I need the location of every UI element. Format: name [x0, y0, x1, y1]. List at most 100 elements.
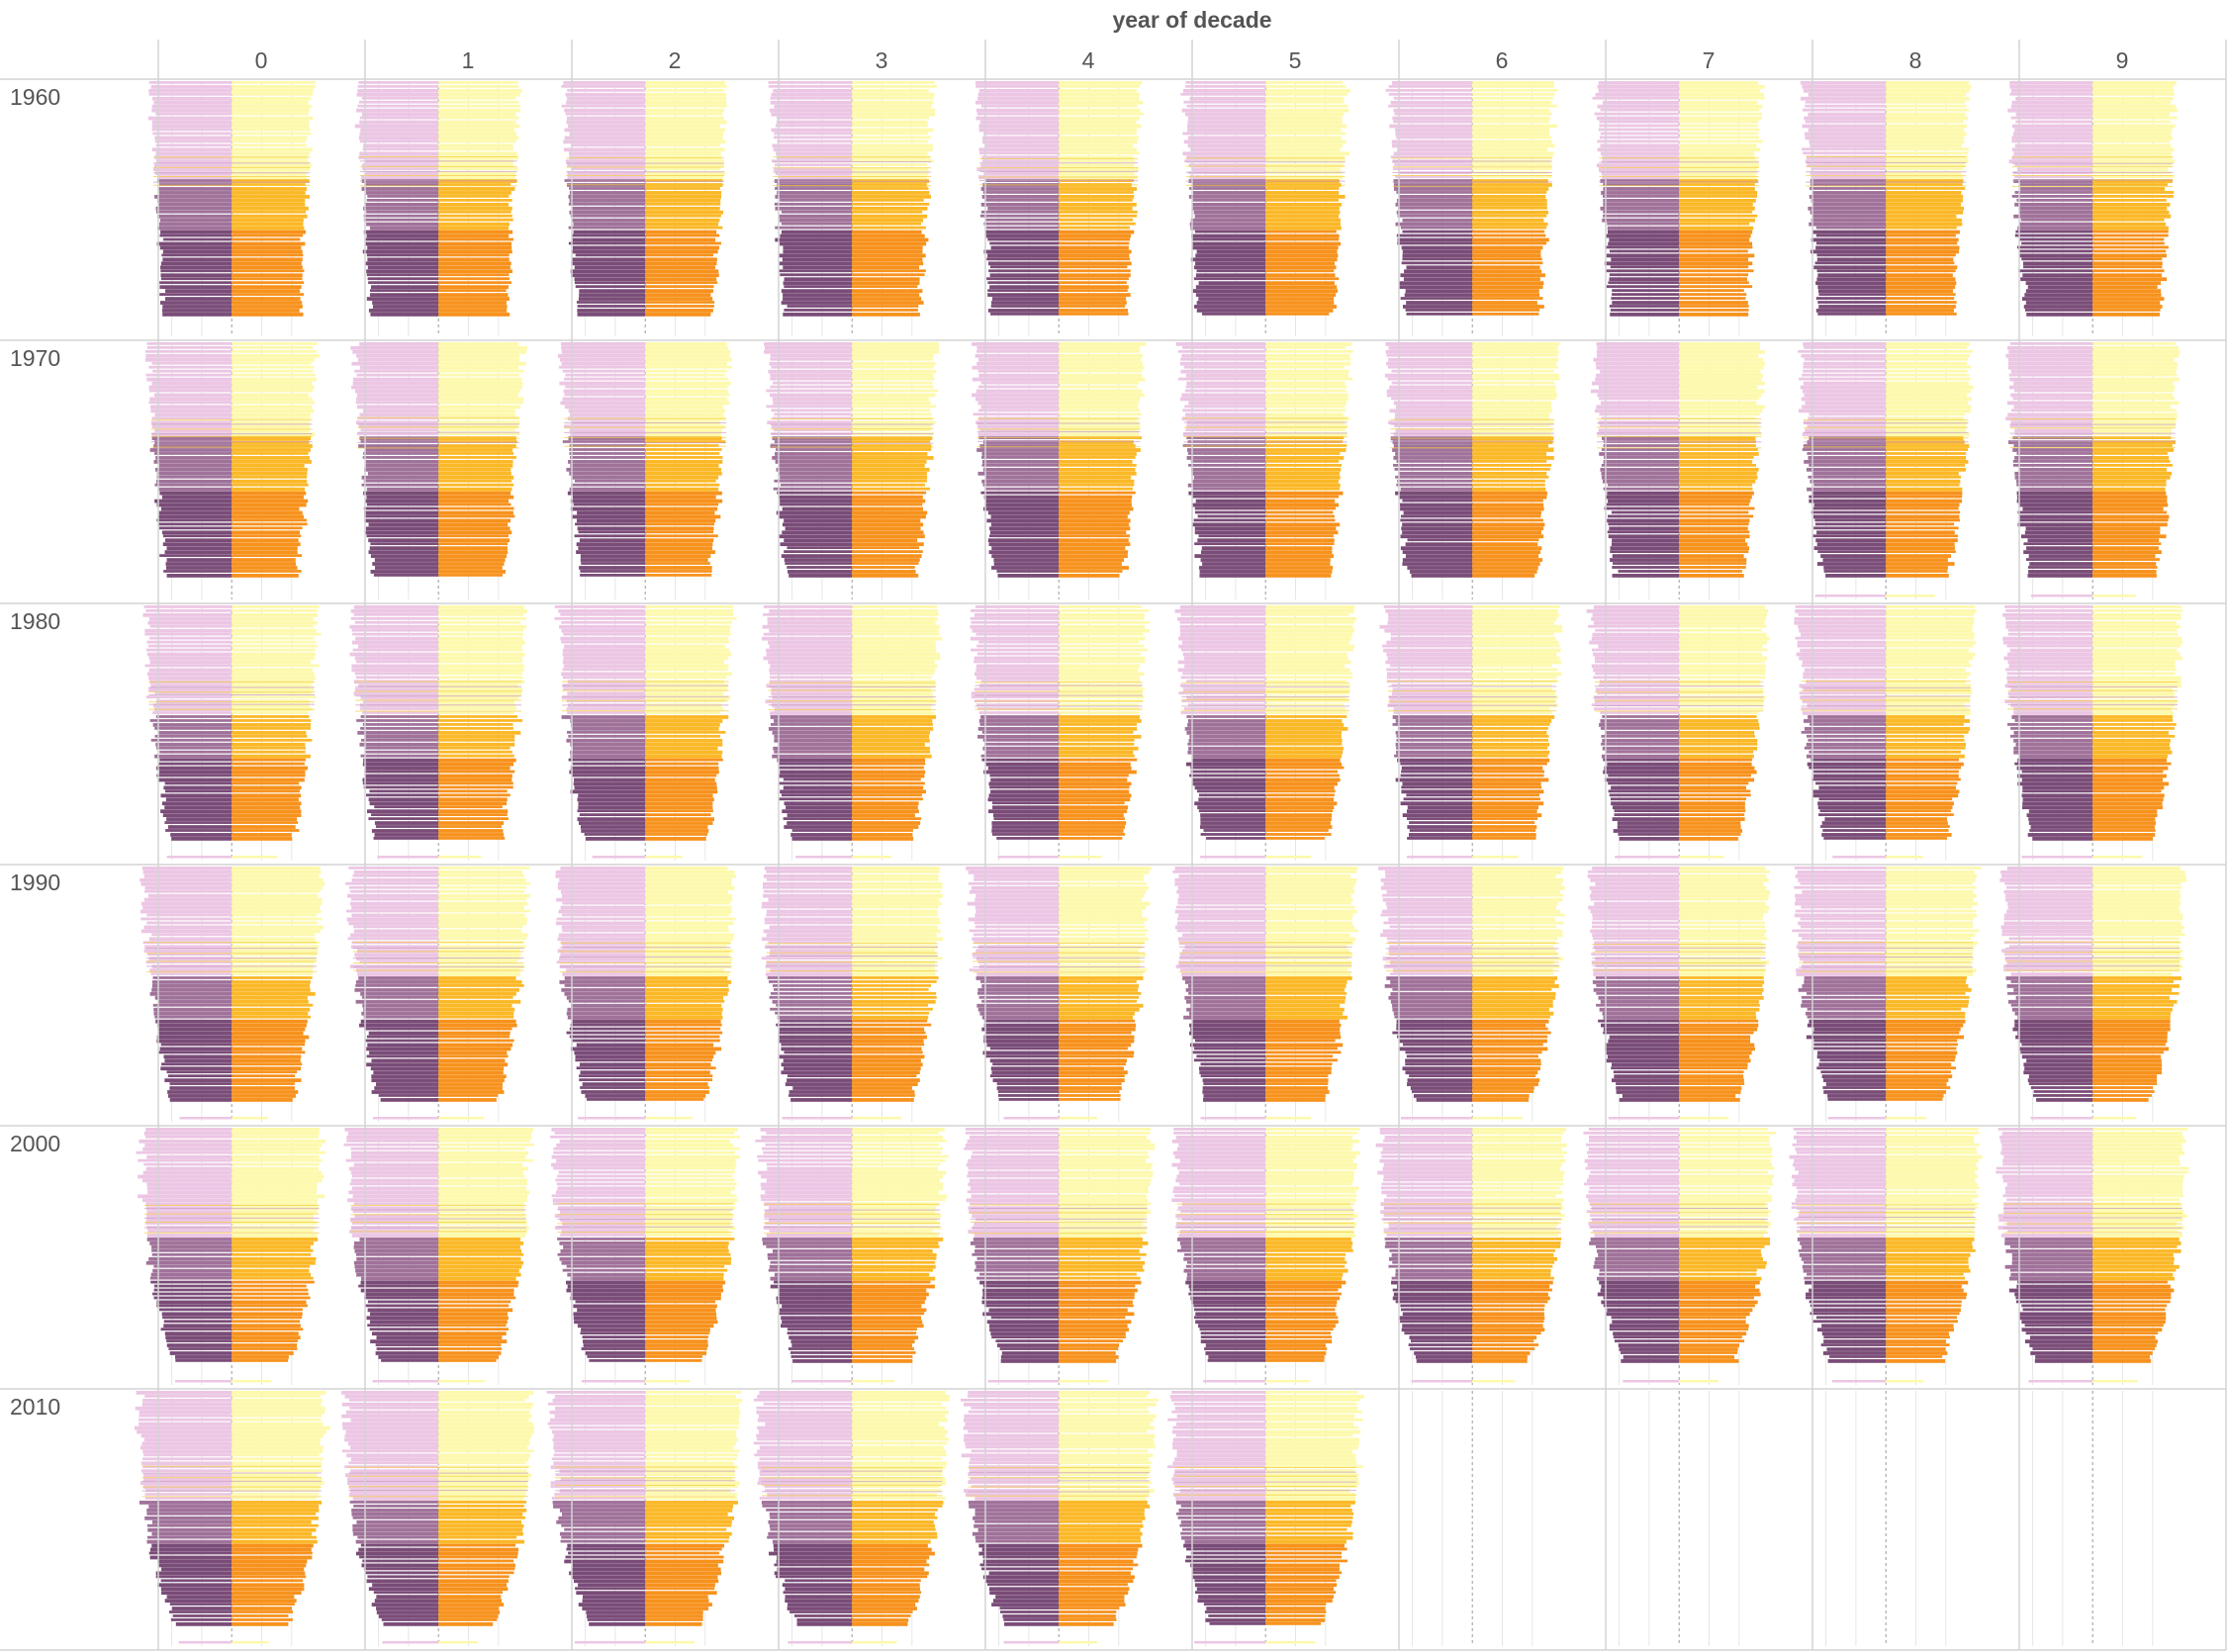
- bar-female: [157, 175, 232, 179]
- bar-male: [2092, 452, 2168, 455]
- bar-male: [438, 124, 520, 129]
- bar-female: [581, 1090, 646, 1094]
- bar-male: [2092, 734, 2176, 738]
- bar-male: [1472, 357, 1559, 362]
- bar-female: [159, 1047, 232, 1052]
- bar-female: [1388, 365, 1473, 369]
- bar-female: [1822, 829, 1887, 832]
- bar-male: [438, 342, 519, 346]
- bar-male: [1059, 574, 1120, 578]
- bar-female: [971, 648, 1060, 652]
- bar-male: [2092, 100, 2171, 105]
- bar-female: [1178, 893, 1266, 898]
- bar-male: [645, 877, 732, 882]
- bar-male: [1265, 1007, 1345, 1012]
- bar-male: [1886, 754, 1965, 759]
- bar-female: [1598, 428, 1680, 433]
- bar-male: [2092, 285, 2158, 290]
- bar-male: [232, 605, 320, 608]
- bar-female: [370, 542, 439, 546]
- bar-male: [1265, 672, 1352, 676]
- bar-male: [1679, 385, 1758, 390]
- bar-male: [852, 281, 920, 286]
- bar-female: [579, 289, 646, 293]
- bar-male: [2092, 405, 2171, 410]
- bar-female: [144, 349, 232, 353]
- bar-female: [1188, 1031, 1266, 1036]
- bar-male: [1472, 921, 1564, 925]
- bar-male: [438, 139, 516, 143]
- bar-male: [645, 1090, 709, 1094]
- bar-female: [1402, 229, 1473, 233]
- bar-male: [1265, 424, 1347, 429]
- bar-male: [1679, 475, 1758, 480]
- bar-male: [1265, 112, 1345, 117]
- bar-female: [1806, 754, 1887, 759]
- bar-female: [2016, 452, 2093, 455]
- bar-male: [1679, 691, 1763, 695]
- bar-male: [438, 1086, 503, 1090]
- bar-male: [1679, 570, 1742, 573]
- bar-female: [1401, 261, 1473, 265]
- bar-male: [2092, 574, 2157, 578]
- bar-female: [774, 738, 853, 743]
- bar-female: [167, 825, 232, 829]
- bar-female: [777, 139, 853, 143]
- bar-female: [359, 116, 439, 120]
- outlier-bar-male: [2092, 595, 2136, 597]
- bar-male: [1059, 901, 1151, 906]
- bar-male: [1679, 644, 1763, 649]
- bar-female: [980, 405, 1060, 410]
- bar-male: [852, 112, 936, 117]
- bar-female: [1384, 984, 1473, 988]
- bar-male: [2092, 475, 2171, 480]
- bar-male: [1472, 1031, 1551, 1035]
- bar-female: [1813, 483, 1887, 487]
- bar-male: [232, 821, 299, 824]
- bar-male: [438, 562, 505, 566]
- bar-male: [1679, 448, 1758, 451]
- bar-female: [582, 1082, 646, 1086]
- bar-female: [1603, 460, 1680, 464]
- bar-female: [155, 206, 232, 211]
- bar-female: [1194, 229, 1266, 233]
- bar-female: [769, 608, 853, 613]
- bar-female: [984, 143, 1060, 148]
- bar-male: [645, 1035, 720, 1039]
- bar-male: [1679, 237, 1750, 242]
- bar-female: [2020, 534, 2093, 539]
- bar-female: [581, 829, 646, 833]
- bar-male: [1472, 249, 1541, 254]
- bar-male: [2092, 526, 2161, 531]
- bar-female: [1595, 377, 1680, 382]
- bar-female: [2004, 699, 2093, 703]
- bar-male: [1472, 825, 1537, 829]
- bar-female: [974, 877, 1060, 881]
- bar-male: [438, 206, 512, 211]
- bar-male: [852, 813, 915, 817]
- bar-male: [438, 1011, 514, 1016]
- bar-male: [1679, 703, 1763, 706]
- bar-female: [1601, 475, 1680, 480]
- bar-female: [1196, 1055, 1266, 1058]
- bar-male: [1265, 542, 1335, 546]
- bar-male: [232, 518, 308, 522]
- bar-female: [366, 233, 439, 238]
- bar-male: [1886, 357, 1969, 361]
- bar-female: [150, 405, 232, 410]
- bar-female: [981, 463, 1060, 467]
- bar-male: [232, 980, 311, 984]
- bar-female: [369, 293, 439, 297]
- bar-male: [1679, 463, 1757, 467]
- bar-female: [1192, 245, 1266, 250]
- bar-male: [1472, 233, 1546, 237]
- bar-male: [232, 206, 309, 211]
- bar-male: [645, 381, 731, 386]
- bar-female: [981, 479, 1060, 484]
- bar-male: [1265, 377, 1353, 381]
- bar-male: [1265, 723, 1345, 727]
- bar-male: [1265, 684, 1350, 688]
- bar-male: [852, 305, 919, 308]
- bar-female: [779, 241, 853, 246]
- bar-female: [1608, 781, 1680, 785]
